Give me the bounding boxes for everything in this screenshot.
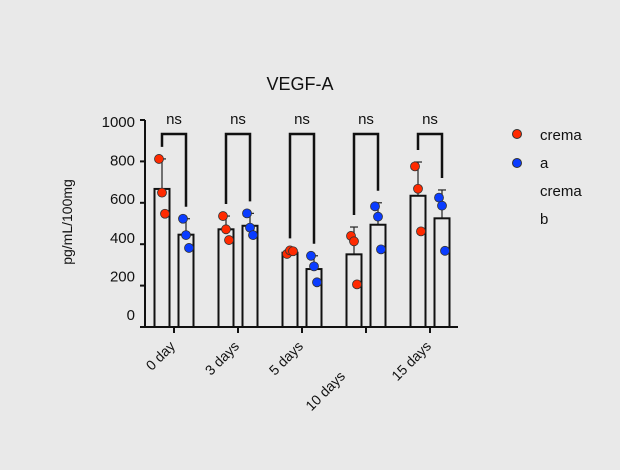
- data-point: [434, 192, 444, 203]
- y-tick-label: 800: [110, 153, 135, 170]
- bar: [305, 268, 323, 329]
- x-tick-label: 10 days: [302, 368, 348, 414]
- data-point: [160, 208, 170, 219]
- significance-label: ns: [294, 111, 310, 128]
- legend-label-crema-a-line1: crema: [540, 127, 582, 144]
- data-point: [248, 230, 258, 240]
- data-point: [224, 235, 234, 245]
- data-point: [440, 245, 450, 256]
- legend-label-crema-b-line2: b: [540, 211, 548, 228]
- data-point: [349, 236, 359, 247]
- data-point: [312, 277, 322, 288]
- chart-title: VEGF-A: [266, 74, 333, 94]
- data-point: [413, 183, 423, 194]
- significance-label: ns: [230, 111, 246, 128]
- data-point: [157, 187, 167, 198]
- y-tick-label: 1000: [102, 114, 135, 131]
- bar: [433, 217, 451, 328]
- bar: [281, 251, 299, 328]
- y-axis-label: pg/mL/100mg: [59, 179, 75, 265]
- legend-marker-crema-b: [512, 158, 522, 168]
- data-point: [352, 279, 362, 290]
- significance-bracket: [224, 132, 252, 205]
- data-point: [288, 246, 298, 257]
- data-point: [410, 161, 420, 172]
- data-point: [309, 261, 319, 272]
- x-tick-label: 0 day: [143, 338, 179, 374]
- data-point: [184, 243, 194, 253]
- y-tick-label: 400: [110, 230, 135, 247]
- data-point: [416, 226, 426, 237]
- y-tick-label: 600: [110, 191, 135, 208]
- y-tick-label: 0: [127, 307, 135, 324]
- data-point: [370, 201, 380, 212]
- bar: [409, 194, 427, 328]
- significance-label: ns: [166, 111, 182, 128]
- legend-label-crema-a-line2: a: [540, 155, 549, 172]
- significance-bracket: [416, 132, 444, 178]
- data-point: [181, 230, 191, 240]
- bar: [369, 223, 387, 329]
- data-point: [242, 208, 252, 219]
- data-point: [306, 250, 316, 261]
- legend-marker-crema-a: [512, 129, 522, 139]
- data-point: [218, 211, 228, 221]
- y-tick-label: 200: [110, 268, 135, 285]
- data-point: [373, 211, 383, 222]
- significance-label: ns: [422, 111, 438, 128]
- data-point: [437, 200, 447, 211]
- data-point: [221, 224, 231, 235]
- significance-bracket: [288, 132, 316, 244]
- significance-label: ns: [358, 111, 374, 128]
- x-tick-label: 3 days: [202, 338, 242, 378]
- bar: [345, 253, 363, 328]
- x-tick-label: 15 days: [388, 338, 434, 384]
- legend: crema a crema b: [512, 127, 582, 228]
- data-point: [154, 154, 164, 164]
- data-point: [178, 213, 188, 224]
- x-tick-label: 5 days: [266, 338, 306, 378]
- legend-label-crema-b-line1: crema: [540, 183, 582, 200]
- significance-bracket: [352, 132, 380, 216]
- significance-bracket: [160, 132, 188, 207]
- data-point: [376, 244, 386, 255]
- bar: [241, 224, 259, 328]
